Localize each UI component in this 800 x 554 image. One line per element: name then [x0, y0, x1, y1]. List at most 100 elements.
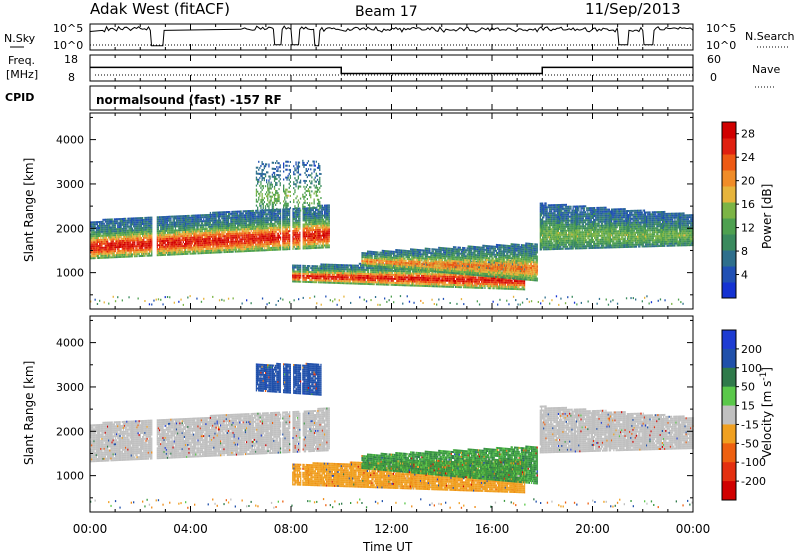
scatter-cell — [90, 225, 92, 228]
scatter-cell — [100, 228, 102, 231]
scatter-cell — [270, 219, 273, 221]
scatter-cell — [285, 188, 287, 191]
scatter-cell — [172, 249, 174, 252]
scatter-cell — [232, 250, 234, 253]
scatter-cell — [283, 238, 285, 241]
scatter-cell — [200, 232, 203, 235]
scatter-cell — [239, 228, 241, 231]
scatter-cell — [298, 247, 300, 250]
scatter-cell — [171, 221, 173, 224]
scatter-cell — [94, 239, 96, 242]
scatter-cell — [229, 232, 231, 235]
scatter-cell — [277, 232, 279, 235]
scatter-cell — [235, 238, 238, 241]
scatter-cell — [181, 249, 183, 252]
scatter-cell — [253, 211, 256, 214]
scatter-cell — [304, 172, 306, 174]
scatter-cell — [305, 223, 308, 226]
scatter-cell — [128, 253, 130, 256]
scatter-cell — [300, 272, 302, 275]
scatter-cell — [214, 247, 216, 250]
scatter-cell — [129, 225, 131, 228]
scatter-cell — [344, 268, 346, 271]
scatter-cell — [171, 253, 173, 256]
scatter-cell — [140, 237, 143, 239]
scatter-cell — [247, 230, 249, 233]
scatter-cell — [313, 275, 315, 278]
scatter-cell — [122, 231, 125, 234]
scatter-cell — [182, 253, 184, 255]
scatter-cell — [206, 243, 208, 246]
scatter-cell — [164, 241, 166, 244]
scatter-cell — [129, 255, 131, 258]
scatter-cell — [315, 234, 317, 237]
scatter-cell — [177, 225, 179, 228]
scatter-cell — [243, 242, 246, 245]
scatter-cell — [294, 189, 296, 192]
scatter-cell — [316, 178, 319, 181]
scatter-cell — [337, 264, 339, 266]
scatter-cell — [198, 246, 200, 249]
scatter-cell — [129, 217, 131, 220]
scatter-cell — [239, 244, 241, 247]
scatter-cell — [191, 216, 194, 219]
scatter-cell — [116, 222, 118, 225]
scatter-cell — [119, 236, 121, 238]
scatter-cell — [320, 205, 322, 207]
scatter-cell — [294, 227, 296, 230]
scatter-cell — [148, 230, 151, 233]
scatter-cell — [127, 225, 129, 228]
scatter-cell — [294, 211, 296, 214]
scatter-cell — [248, 236, 250, 238]
scatter-cell — [327, 265, 329, 268]
scatter-cell — [139, 243, 141, 246]
scatter-cell — [308, 247, 310, 250]
scatter-cell — [148, 222, 151, 225]
scatter-cell — [146, 248, 148, 251]
cpid-strip: CPID normalsound (fast) -157 RF — [5, 85, 694, 111]
scatter-cell — [144, 228, 146, 231]
scatter-cell — [297, 199, 299, 202]
scatter-cell — [251, 215, 253, 218]
scatter-cell — [108, 234, 110, 237]
scatter-cell — [306, 267, 309, 269]
scatter-cell — [304, 181, 306, 184]
scatter-cell — [313, 235, 316, 237]
scatter-cell — [159, 246, 161, 249]
scatter-cell — [268, 233, 270, 236]
scatter-cell — [288, 178, 290, 181]
scatter-cell — [328, 240, 330, 243]
scatter-cell — [108, 228, 110, 231]
scatter-cell — [325, 244, 327, 247]
scatter-cell — [289, 224, 291, 227]
scatter-cell — [263, 227, 265, 230]
scatter-cell — [186, 230, 188, 233]
scatter-cell — [227, 223, 230, 225]
scatter-cell — [104, 234, 106, 237]
scatter-cell — [194, 238, 196, 241]
scatter-cell — [318, 238, 320, 241]
scatter-cell — [111, 232, 113, 235]
scatter-cell — [308, 215, 310, 218]
scatter-cell — [256, 221, 258, 224]
scatter-cell — [261, 213, 264, 216]
scatter-cell — [327, 234, 329, 237]
scatter-cell — [160, 226, 162, 229]
scatter-cell — [182, 223, 184, 226]
scatter-cell — [261, 199, 263, 201]
scatter-cell — [126, 221, 128, 224]
date-label: 11/Sep/2013 — [585, 0, 681, 18]
scatter-cell — [242, 220, 244, 223]
scatter-cell — [298, 235, 300, 238]
scatter-cell — [355, 266, 357, 269]
scatter-cell — [189, 232, 191, 235]
scatter-cell — [283, 246, 285, 249]
scatter-cell — [310, 182, 312, 185]
scatter-cell — [295, 241, 298, 244]
scatter-cell — [266, 191, 268, 194]
scatter-cell — [208, 217, 210, 220]
scatter-cell — [208, 233, 210, 236]
scatter-cell — [149, 242, 152, 245]
scatter-cell — [283, 244, 285, 247]
scatter-cell — [293, 272, 295, 275]
